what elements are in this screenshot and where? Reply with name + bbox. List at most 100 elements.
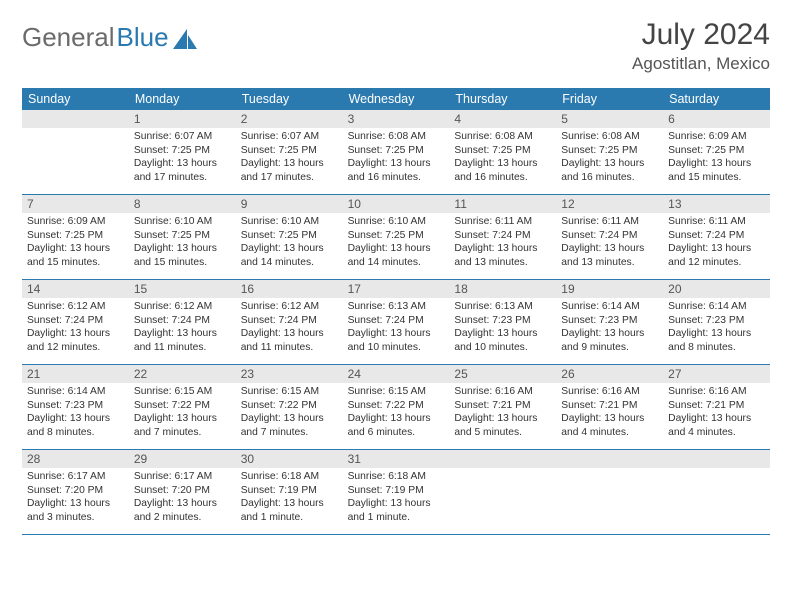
sunset-text: Sunset: 7:24 PM [27,314,124,328]
sunset-text: Sunset: 7:23 PM [668,314,765,328]
day-content: Sunrise: 6:18 AMSunset: 7:19 PMDaylight:… [343,468,450,528]
day-content: Sunrise: 6:15 AMSunset: 7:22 PMDaylight:… [236,383,343,443]
day-content: Sunrise: 6:15 AMSunset: 7:22 PMDaylight:… [343,383,450,443]
day-number: 27 [663,365,770,383]
day-number: 16 [236,280,343,298]
sunrise-text: Sunrise: 6:16 AM [668,385,765,399]
sunrise-text: Sunrise: 6:08 AM [561,130,658,144]
daylight-text: Daylight: 13 hours and 9 minutes. [561,327,658,354]
day-cell: 7Sunrise: 6:09 AMSunset: 7:25 PMDaylight… [22,195,129,279]
week-row: 1Sunrise: 6:07 AMSunset: 7:25 PMDaylight… [22,110,770,195]
sunrise-text: Sunrise: 6:11 AM [454,215,551,229]
sunrise-text: Sunrise: 6:10 AM [241,215,338,229]
day-number: 12 [556,195,663,213]
sunset-text: Sunset: 7:23 PM [27,399,124,413]
sunset-text: Sunset: 7:25 PM [348,144,445,158]
sunrise-text: Sunrise: 6:14 AM [561,300,658,314]
sunset-text: Sunset: 7:25 PM [668,144,765,158]
day-number: 11 [449,195,556,213]
day-content [556,468,663,474]
day-content: Sunrise: 6:16 AMSunset: 7:21 PMDaylight:… [449,383,556,443]
sunset-text: Sunset: 7:21 PM [668,399,765,413]
daylight-text: Daylight: 13 hours and 6 minutes. [348,412,445,439]
day-cell: 26Sunrise: 6:16 AMSunset: 7:21 PMDayligh… [556,365,663,449]
sunset-text: Sunset: 7:25 PM [27,229,124,243]
sunrise-text: Sunrise: 6:18 AM [241,470,338,484]
day-content: Sunrise: 6:13 AMSunset: 7:23 PMDaylight:… [449,298,556,358]
day-number [663,450,770,468]
daylight-text: Daylight: 13 hours and 8 minutes. [27,412,124,439]
sunset-text: Sunset: 7:20 PM [27,484,124,498]
day-cell: 3Sunrise: 6:08 AMSunset: 7:25 PMDaylight… [343,110,450,194]
sunrise-text: Sunrise: 6:16 AM [454,385,551,399]
day-content: Sunrise: 6:07 AMSunset: 7:25 PMDaylight:… [129,128,236,188]
daylight-text: Daylight: 13 hours and 17 minutes. [134,157,231,184]
day-cell: 25Sunrise: 6:16 AMSunset: 7:21 PMDayligh… [449,365,556,449]
sunset-text: Sunset: 7:25 PM [134,229,231,243]
daylight-text: Daylight: 13 hours and 12 minutes. [27,327,124,354]
week-row: 7Sunrise: 6:09 AMSunset: 7:25 PMDaylight… [22,195,770,280]
logo: GeneralBlue [22,22,199,53]
day-number: 28 [22,450,129,468]
sunrise-text: Sunrise: 6:07 AM [241,130,338,144]
sunset-text: Sunset: 7:25 PM [241,229,338,243]
daylight-text: Daylight: 13 hours and 1 minute. [348,497,445,524]
day-content: Sunrise: 6:17 AMSunset: 7:20 PMDaylight:… [129,468,236,528]
day-cell [449,450,556,534]
logo-sail-icon [173,29,199,49]
day-number [22,110,129,128]
daylight-text: Daylight: 13 hours and 8 minutes. [668,327,765,354]
day-cell: 6Sunrise: 6:09 AMSunset: 7:25 PMDaylight… [663,110,770,194]
day-content [663,468,770,474]
sunrise-text: Sunrise: 6:12 AM [27,300,124,314]
weekday-header: Saturday [663,88,770,110]
day-number: 3 [343,110,450,128]
sunset-text: Sunset: 7:25 PM [561,144,658,158]
sunrise-text: Sunrise: 6:15 AM [241,385,338,399]
daylight-text: Daylight: 13 hours and 10 minutes. [454,327,551,354]
sunrise-text: Sunrise: 6:10 AM [134,215,231,229]
sunrise-text: Sunrise: 6:10 AM [348,215,445,229]
day-number: 31 [343,450,450,468]
sunset-text: Sunset: 7:24 PM [134,314,231,328]
day-content: Sunrise: 6:10 AMSunset: 7:25 PMDaylight:… [236,213,343,273]
sunrise-text: Sunrise: 6:15 AM [134,385,231,399]
sunrise-text: Sunrise: 6:17 AM [27,470,124,484]
day-cell: 18Sunrise: 6:13 AMSunset: 7:23 PMDayligh… [449,280,556,364]
sunset-text: Sunset: 7:23 PM [454,314,551,328]
title-block: July 2024 Agostitlan, Mexico [632,18,770,74]
day-cell: 16Sunrise: 6:12 AMSunset: 7:24 PMDayligh… [236,280,343,364]
daylight-text: Daylight: 13 hours and 17 minutes. [241,157,338,184]
daylight-text: Daylight: 13 hours and 13 minutes. [561,242,658,269]
sunrise-text: Sunrise: 6:14 AM [27,385,124,399]
day-number: 21 [22,365,129,383]
sunset-text: Sunset: 7:22 PM [134,399,231,413]
day-cell: 27Sunrise: 6:16 AMSunset: 7:21 PMDayligh… [663,365,770,449]
day-content: Sunrise: 6:09 AMSunset: 7:25 PMDaylight:… [663,128,770,188]
sunset-text: Sunset: 7:25 PM [454,144,551,158]
sunrise-text: Sunrise: 6:11 AM [561,215,658,229]
day-number: 17 [343,280,450,298]
day-cell: 4Sunrise: 6:08 AMSunset: 7:25 PMDaylight… [449,110,556,194]
sunrise-text: Sunrise: 6:08 AM [454,130,551,144]
day-content: Sunrise: 6:08 AMSunset: 7:25 PMDaylight:… [343,128,450,188]
sunset-text: Sunset: 7:24 PM [561,229,658,243]
day-content: Sunrise: 6:11 AMSunset: 7:24 PMDaylight:… [663,213,770,273]
day-cell [663,450,770,534]
sunrise-text: Sunrise: 6:09 AM [668,130,765,144]
sunset-text: Sunset: 7:24 PM [454,229,551,243]
day-cell: 12 Sunrise: 6:11 AMSunset: 7:24 PMDayligh… [556,195,663,279]
week-row: 28Sunrise: 6:17 AMSunset: 7:20 PMDayligh… [22,450,770,535]
sunset-text: Sunset: 7:24 PM [668,229,765,243]
day-number: 25 [449,365,556,383]
sunrise-text: Sunrise: 6:12 AM [134,300,231,314]
day-content: Sunrise: 6:12 AMSunset: 7:24 PMDaylight:… [129,298,236,358]
sunset-text: Sunset: 7:24 PM [241,314,338,328]
daylight-text: Daylight: 13 hours and 2 minutes. [134,497,231,524]
day-cell [22,110,129,194]
sunrise-text: Sunrise: 6:16 AM [561,385,658,399]
day-content [22,128,129,134]
sunset-text: Sunset: 7:22 PM [241,399,338,413]
day-content [449,468,556,474]
day-cell: 29Sunrise: 6:17 AMSunset: 7:20 PMDayligh… [129,450,236,534]
